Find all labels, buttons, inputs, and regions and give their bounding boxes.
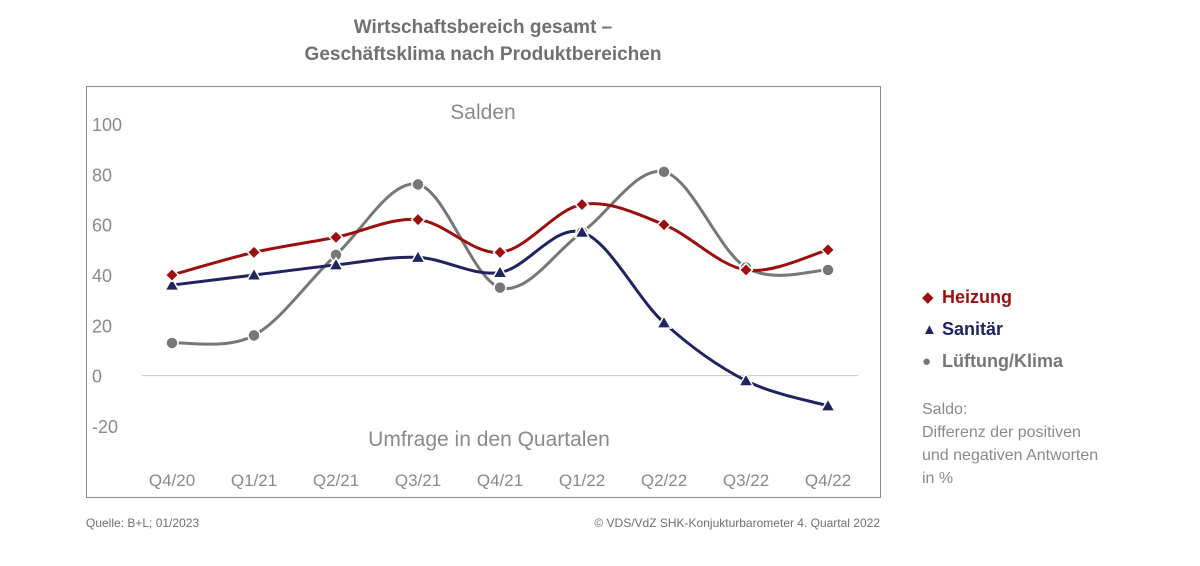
note-line: Saldo: xyxy=(922,401,968,418)
data-point-heizung xyxy=(656,217,672,233)
note-line: Differenz der positiven xyxy=(922,424,1081,441)
data-point-heizung xyxy=(492,244,508,260)
data-point-heizung xyxy=(738,262,754,278)
data-point-l-ftung-klima xyxy=(247,328,261,343)
legend-label: Heizung xyxy=(942,286,1012,307)
plot-frame xyxy=(86,86,881,498)
data-point-l-ftung-klima xyxy=(657,165,671,179)
circle-marker-icon: ● xyxy=(922,352,932,370)
y-tick-label: 40 xyxy=(92,266,112,286)
chart-title-line-2: Geschäftsklima nach Produktbereichen xyxy=(304,44,662,65)
data-point-heizung xyxy=(574,196,590,213)
data-point-sanit-r xyxy=(163,276,181,292)
legend: ◆ Heizung ▲ Sanitär ● Lüftung/Klima xyxy=(922,281,1063,377)
chart-title-line-1: Wirtschaftsbereich gesamt – xyxy=(353,17,613,38)
data-point-sanit-r xyxy=(245,266,263,281)
data-point-heizung xyxy=(820,242,836,258)
legend-item-heizung: ◆ Heizung xyxy=(922,281,1063,313)
data-point-heizung xyxy=(246,244,262,260)
y-tick-label: -20 xyxy=(92,417,118,437)
x-tick-label: Q4/22 xyxy=(805,471,851,490)
data-point-sanit-r xyxy=(409,248,427,264)
x-tick-label: Q4/21 xyxy=(477,471,523,490)
data-point-sanit-r xyxy=(491,263,509,279)
data-point-sanit-r xyxy=(573,223,591,239)
data-point-l-ftung-klima xyxy=(165,336,179,350)
x-tick-label: Q4/20 xyxy=(149,471,195,490)
data-point-heizung xyxy=(410,212,426,228)
copyright-footer: © VDS/VdZ SHK-Konjukturbarometer 4. Quar… xyxy=(594,516,880,530)
saldo-note: Saldo: Differenz der positiven und negat… xyxy=(922,398,1098,490)
data-point-sanit-r xyxy=(655,314,673,329)
data-point-heizung xyxy=(164,267,180,283)
y-tick-label: 100 xyxy=(92,115,122,135)
note-line: und negativen Antworten xyxy=(922,447,1099,464)
y-tick-label: 0 xyxy=(92,367,102,387)
x-tick-label: Q2/21 xyxy=(313,471,359,490)
x-tick-label: Q1/21 xyxy=(231,471,277,490)
data-point-l-ftung-klima xyxy=(493,280,507,295)
data-point-l-ftung-klima xyxy=(821,263,835,277)
source-footer: Quelle: B+L; 01/2023 xyxy=(86,516,200,530)
chart-title: Wirtschaftsbereich gesamt – Geschäftskli… xyxy=(86,14,880,68)
y-tick-label: 60 xyxy=(92,216,112,236)
legend-item-l-ftung-klima: ● Lüftung/Klima xyxy=(922,345,1063,377)
note-line: in % xyxy=(922,470,954,487)
legend-label: Sanitär xyxy=(942,318,1004,339)
triangle-marker-icon: ▲ xyxy=(922,320,937,338)
y-axis-label: Salden xyxy=(450,101,515,124)
data-point-l-ftung-klima xyxy=(411,177,425,192)
data-point-heizung xyxy=(328,229,344,245)
legend-label: Lüftung/Klima xyxy=(942,350,1063,371)
diamond-marker-icon: ◆ xyxy=(922,289,934,306)
x-tick-label: Q3/21 xyxy=(395,471,441,490)
legend-item-sanit-r: ▲ Sanitär xyxy=(922,313,1063,345)
x-tick-label: Q3/22 xyxy=(723,471,769,490)
y-tick-label: 20 xyxy=(92,316,112,336)
x-tick-label: Q2/22 xyxy=(641,471,687,490)
data-point-sanit-r xyxy=(819,397,837,412)
x-tick-label: Q1/22 xyxy=(559,471,605,490)
y-tick-label: 80 xyxy=(92,165,112,185)
x-axis-label: Umfrage in den Quartalen xyxy=(368,428,610,451)
data-point-sanit-r xyxy=(327,256,345,271)
data-point-sanit-r xyxy=(737,372,755,387)
series-line-sanit-r xyxy=(170,229,830,408)
